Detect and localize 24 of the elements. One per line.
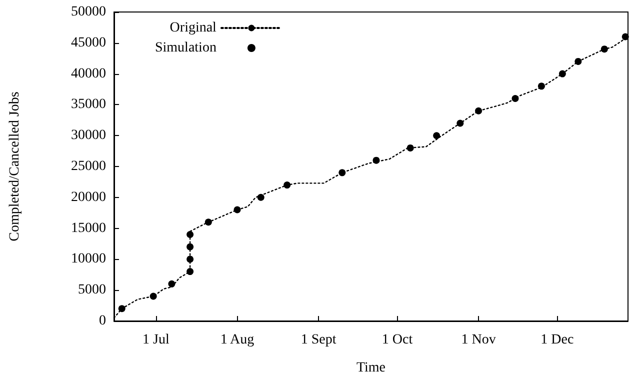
x-tick-label: 1 Sept bbox=[300, 332, 336, 348]
y-tick-label: 50000 bbox=[71, 4, 106, 20]
y-tick-label: 15000 bbox=[71, 220, 106, 236]
y-tick-label: 0 bbox=[99, 314, 106, 328]
x-tick-label: 1 Jul bbox=[142, 332, 170, 348]
y-tick-label: 5000 bbox=[78, 282, 106, 298]
x-tick-label: 1 Oct bbox=[382, 332, 413, 348]
y-axis-title: Completed/Cancelled Jobs bbox=[8, 92, 22, 242]
x-tick-label: 1 Nov bbox=[461, 332, 496, 348]
y-tick-label: 30000 bbox=[71, 128, 106, 144]
point bbox=[168, 280, 176, 288]
y-tick-label: 40000 bbox=[71, 66, 106, 82]
x-axis-title: Time bbox=[356, 360, 386, 376]
y-tick-label: 35000 bbox=[71, 97, 106, 112]
y-tick-label: 20000 bbox=[71, 190, 106, 205]
x-tick-label: 1 Dec bbox=[540, 332, 574, 348]
y-tick-label: 25000 bbox=[71, 159, 106, 174]
point bbox=[622, 33, 629, 40]
legend-label: Original bbox=[170, 20, 217, 36]
y-tick-label: 10000 bbox=[71, 252, 106, 267]
legend-label: Simulation bbox=[154, 40, 216, 56]
x-tick-label: 1 Aug bbox=[220, 332, 254, 348]
y-tick-label: 45000 bbox=[71, 35, 106, 50]
point bbox=[433, 132, 440, 140]
